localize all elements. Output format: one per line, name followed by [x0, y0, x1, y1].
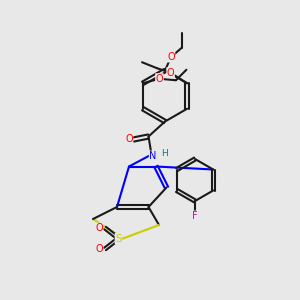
- Text: O: O: [167, 68, 174, 78]
- Text: O: O: [125, 134, 133, 145]
- Text: O: O: [167, 52, 175, 62]
- Text: S: S: [115, 233, 122, 244]
- Text: O: O: [95, 223, 103, 233]
- Text: F: F: [192, 211, 198, 221]
- Text: N: N: [149, 151, 157, 161]
- Text: H: H: [162, 148, 168, 158]
- Text: O: O: [156, 74, 163, 84]
- Text: O: O: [95, 244, 103, 254]
